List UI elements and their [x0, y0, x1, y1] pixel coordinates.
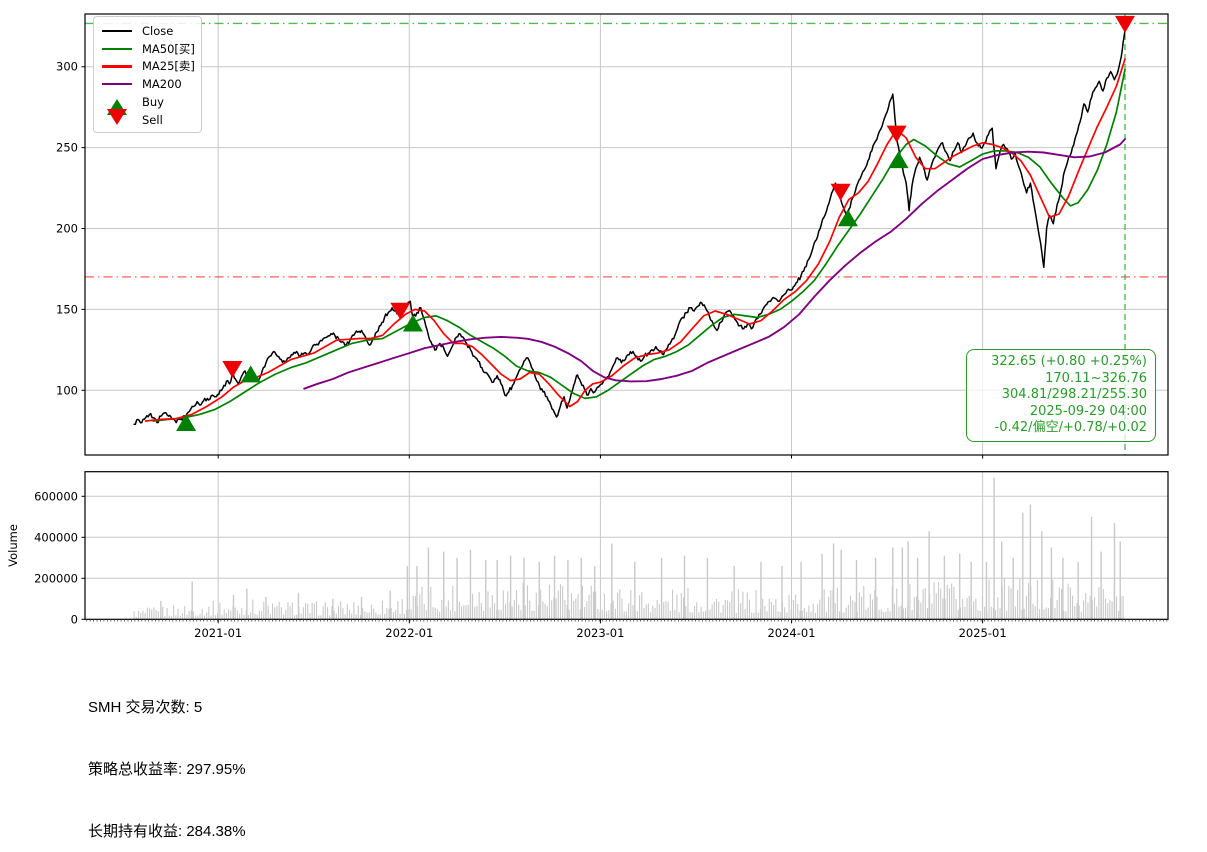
svg-text:100: 100	[56, 383, 78, 397]
annotation-signal-line: -0.42/偏空/+0.78/+0.02	[994, 420, 1147, 436]
svg-text:200: 200	[56, 222, 78, 236]
ma200-line-swatch	[101, 83, 133, 86]
svg-text:2021-01: 2021-01	[194, 626, 242, 640]
svg-text:2025-01: 2025-01	[959, 626, 1007, 640]
legend-item-ma50: MA50[买]	[101, 40, 195, 58]
ma25-line-swatch	[101, 65, 133, 68]
strategy-return: 策略总收益率: 297.95%	[88, 760, 246, 778]
svg-text:0: 0	[71, 612, 78, 626]
hold-return: 长期持有收益: 284.38%	[88, 823, 246, 841]
annotation-price-line: 322.65 (+0.80 +0.25%)	[991, 354, 1147, 369]
legend-item-ma200: MA200	[101, 75, 195, 93]
legend-label: MA25[卖]	[142, 59, 195, 74]
legend-item-close: Close	[101, 22, 195, 40]
strategy-stats: SMH 交易次数: 5 策略总收益率: 297.95% 长期持有收益: 284.…	[88, 656, 582, 852]
svg-text:200000: 200000	[34, 571, 78, 585]
annotation-ma-line: 304.81/298.21/255.30	[1001, 387, 1147, 403]
quote-annotation-box: 322.65 (+0.80 +0.25%) 170.11~326.76 304.…	[966, 349, 1156, 442]
legend-label: Buy	[142, 95, 164, 110]
legend-item-sell: Sell	[101, 108, 195, 129]
svg-text:400000: 400000	[34, 530, 78, 544]
svg-text:250: 250	[56, 141, 78, 155]
svg-text:Volume: Volume	[6, 524, 20, 567]
svg-text:2023-01: 2023-01	[576, 626, 624, 640]
legend-label: Close	[142, 23, 174, 38]
sell-triangle-icon	[101, 108, 133, 128]
svg-text:600000: 600000	[34, 489, 78, 503]
close-line-swatch	[101, 29, 133, 32]
svg-text:2024-01: 2024-01	[767, 626, 815, 640]
ma50-line-swatch	[101, 47, 133, 50]
legend-item-ma25: MA25[卖]	[101, 58, 195, 76]
svg-text:300: 300	[56, 60, 78, 74]
svg-text:150: 150	[56, 302, 78, 316]
price-volume-chart: 100 150 200 250 300 0 200000 400000 600000 2021-0…	[6, 13, 1169, 640]
symbol-trade-count: SMH 交易次数: 5	[88, 698, 203, 716]
legend-label: MA200	[142, 77, 182, 92]
legend-label: Sell	[142, 112, 163, 127]
legend-label: MA50[买]	[142, 41, 195, 56]
annotation-date-line: 2025-09-29 04:00	[1029, 403, 1147, 419]
svg-text:2022-01: 2022-01	[385, 626, 433, 640]
annotation-range-line: 170.11~326.76	[1045, 370, 1147, 386]
buy-triangle-icon	[101, 94, 133, 116]
legend: Close MA50[买] MA25[卖] MA200 Buy Sell	[93, 16, 202, 133]
